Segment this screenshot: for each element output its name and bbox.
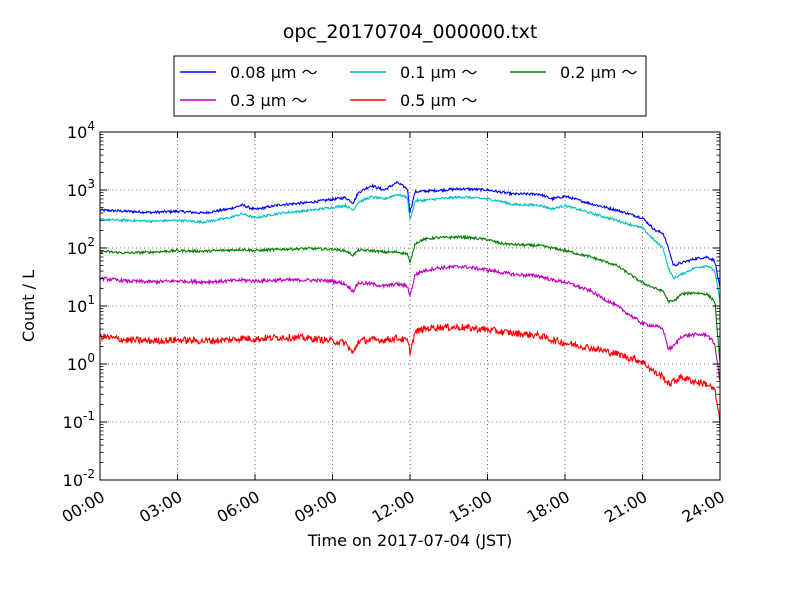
y-tick-labels: 10-2 10-1 100 101 102 103 104 [63,119,95,490]
x-tick-label: 00:00 [59,487,108,527]
x-axis-title: Time on 2017-07-04 (JST) [307,531,512,550]
series-lines [99,180,721,426]
series-line [99,234,721,363]
legend-label: 0.3 μm ～ [230,91,307,110]
y-tick-label: 101 [67,293,95,316]
x-tick-label: 09:00 [291,487,340,527]
x-tick-labels: 00:00 03:00 06:00 09:00 12:00 15:00 18:00 21:00… [59,487,728,527]
x-tick-label: 06:00 [214,487,263,527]
series-line [99,323,721,426]
x-tick-label: 18:00 [524,487,573,527]
series-line [99,180,721,288]
x-tick-label: 24:00 [679,487,728,527]
legend-label: 0.5 μm ～ [400,91,477,110]
legend: 0.08 μm ～ 0.1 μm ～ 0.2 μm ～ 0.3 μm ～ 0.5 μm … [173,55,647,117]
chart-title: opc_20170704_000000.txt [283,21,538,43]
x-tick-label: 15:00 [446,487,495,527]
series-line [99,193,721,303]
legend-label: 0.2 μm ～ [560,63,637,82]
x-tick-label: 21:00 [601,487,650,527]
x-tick-label: 03:00 [136,487,185,527]
y-tick-label: 100 [67,351,95,374]
grid-lines [100,132,720,480]
legend-box [173,55,647,117]
y-tick-label: 104 [67,119,95,142]
axis-ticks [99,131,721,481]
legend-label: 0.1 μm ～ [400,63,477,82]
y-tick-label: 10-1 [63,409,95,432]
series-line [99,264,721,383]
y-tick-label: 10-2 [63,467,95,490]
x-tick-label: 12:00 [369,487,418,527]
y-tick-label: 102 [67,235,95,258]
y-axis-title: Count / L [19,270,38,342]
legend-label: 0.08 μm ～ [230,63,318,82]
y-tick-label: 103 [67,177,95,200]
